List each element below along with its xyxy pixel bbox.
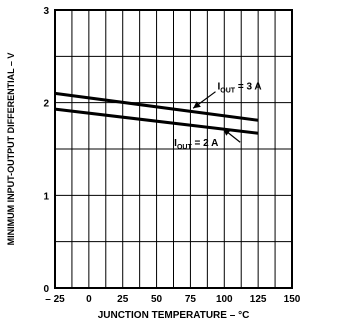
x-tick-label: 25 xyxy=(117,294,129,305)
y-tick-label: 2 xyxy=(43,99,49,110)
x-tick-label: 150 xyxy=(284,294,301,305)
series-line-1 xyxy=(54,91,259,122)
y-tick-label: 1 xyxy=(43,191,49,202)
annotation-arrowhead xyxy=(193,101,201,109)
y-axis-label: MINIMUM INPUT-OUTPUT DIFFERENTIAL – V xyxy=(6,53,16,246)
annotation-arrowhead xyxy=(222,128,231,136)
series-label-1: IOUT = 3 A xyxy=(218,82,262,95)
series-label-2: IOUT = 2 A xyxy=(174,138,218,151)
x-tick-label: 75 xyxy=(185,294,197,305)
annotations: IOUT = 3 A IOUT = 2 A xyxy=(174,82,261,152)
x-tick-label: 125 xyxy=(250,294,267,305)
x-tick-label: 100 xyxy=(216,294,233,305)
plot-frame xyxy=(54,9,293,289)
x-tick-label: 0 xyxy=(86,294,92,305)
x-tick-label: – 25 xyxy=(45,294,65,305)
y-tick-label: 0 xyxy=(43,284,49,295)
y-tick-label: 3 xyxy=(43,6,49,17)
x-axis-label: JUNCTION TEMPERATURE – °C xyxy=(98,310,250,321)
x-tick-label: 50 xyxy=(151,294,163,305)
